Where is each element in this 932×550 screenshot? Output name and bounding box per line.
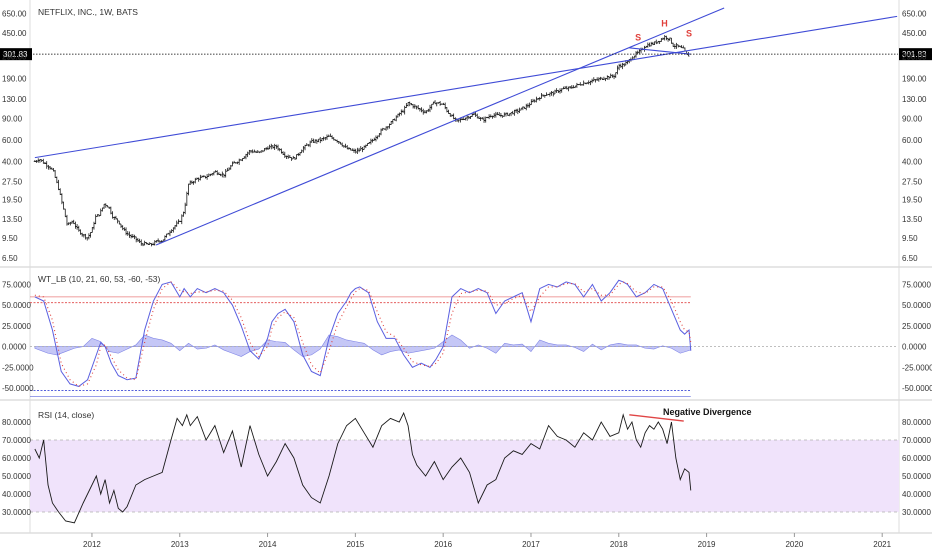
- price-y-tick-label-right: 290.00: [902, 52, 927, 61]
- pattern-label: S: [635, 33, 641, 43]
- wt-y-tick-label-left: 50.0000: [2, 301, 31, 310]
- current-price-tag-left: [0, 48, 32, 61]
- wt-y-tick-label-right: 75.0000: [902, 280, 931, 289]
- chart-title: NETFLIX, INC., 1W, BATS: [38, 7, 138, 17]
- price-y-tick-label-right: 40.00: [902, 157, 923, 166]
- axis-layer: 2012 2013 2014 2015 2016 2017 2018 2019 2020 2021…: [2, 9, 932, 549]
- price-y-tick-label-left: 6.50: [2, 254, 18, 263]
- price-y-tick-label-left: 450.00: [2, 29, 27, 38]
- current-price-label-right: 301.83: [902, 50, 927, 59]
- rsi-y-tick-label-left: 80.0000: [2, 418, 31, 427]
- price-y-tick-label-left: 27.50: [2, 177, 23, 186]
- rsi-y-tick-label-left: 40.0000: [2, 490, 31, 499]
- rsi-y-tick-label-right: 40.0000: [902, 490, 931, 499]
- price-y-tick-label-right: 90.00: [902, 114, 923, 123]
- rsi-line: [34, 411, 692, 524]
- wt-y-tick-label-left: -50.0000: [2, 384, 34, 393]
- price-y-tick-label-left: 290.00: [2, 52, 27, 61]
- x-tick-label: 2016: [434, 540, 452, 549]
- wt-y-tick-label-right: -25.0000: [902, 363, 932, 372]
- rsi-band: [30, 440, 899, 512]
- rsi-y-tick-label-right: 50.0000: [902, 472, 931, 481]
- price-y-tick-label-left: 60.00: [2, 136, 23, 145]
- price-y-tick-label-right: 190.00: [902, 75, 927, 84]
- wt-y-tick-label-right: 0.0000: [902, 343, 927, 352]
- x-tick-label: 2012: [83, 540, 101, 549]
- wt-y-tick-label-right: 25.0000: [902, 322, 931, 331]
- negative-divergence-line: [629, 414, 684, 422]
- price-y-tick-label-left: 9.50: [2, 234, 18, 243]
- wt1-line: [34, 279, 692, 387]
- grid-layer: [0, 0, 932, 534]
- wt-y-tick-label-right: -50.0000: [902, 384, 932, 393]
- price-y-tick-label-right: 13.50: [902, 215, 923, 224]
- trendline: [34, 15, 898, 159]
- wt-y-tick-label-left: 0.0000: [2, 343, 27, 352]
- x-tick-label: 2014: [259, 540, 277, 549]
- price-y-tick-label-left: 650.00: [2, 9, 27, 18]
- price-y-tick-label-left: 19.50: [2, 196, 23, 205]
- x-tick-label: 2021: [873, 540, 891, 549]
- rsi-panel: [30, 411, 899, 524]
- current-price-label-left: 301.83: [3, 50, 28, 59]
- price-y-tick-label-right: 19.50: [902, 196, 923, 205]
- rsi-y-tick-label-right: 30.0000: [902, 508, 931, 517]
- wt-lb-title: WT_LB (10, 21, 60, 53, -60, -53): [38, 274, 161, 284]
- wt-y-tick-label-right: 50.0000: [902, 301, 931, 310]
- rsi-y-tick-label-right: 80.0000: [902, 418, 931, 427]
- pattern-label: S: [686, 29, 692, 39]
- pattern-label: H: [661, 18, 668, 28]
- price-y-tick-label-right: 650.00: [902, 9, 927, 18]
- rsi-y-tick-label-left: 70.0000: [2, 436, 31, 445]
- x-tick-label: 2017: [522, 540, 540, 549]
- x-tick-label: 2020: [785, 540, 803, 549]
- price-y-tick-label-left: 40.00: [2, 157, 23, 166]
- price-panel: 301.83 301.83 S H S: [0, 7, 932, 247]
- rsi-y-tick-label-right: 60.0000: [902, 454, 931, 463]
- price-y-tick-label-right: 6.50: [902, 254, 918, 263]
- rsi-y-tick-label-left: 50.0000: [2, 472, 31, 481]
- price-y-tick-label-right: 9.50: [902, 234, 918, 243]
- x-tick-label: 2013: [171, 540, 189, 549]
- rsi-y-tick-label-left: 30.0000: [2, 508, 31, 517]
- x-tick-label: 2018: [610, 540, 628, 549]
- price-y-tick-label-left: 130.00: [2, 95, 27, 104]
- wt-y-tick-label-left: 75.0000: [2, 280, 31, 289]
- price-y-tick-label-left: 13.50: [2, 215, 23, 224]
- price-y-tick-label-right: 450.00: [902, 29, 927, 38]
- current-price-tag-right: [899, 48, 932, 61]
- price-y-tick-label-right: 60.00: [902, 136, 923, 145]
- rsi-title: RSI (14, close): [38, 410, 94, 420]
- negative-divergence-label: Negative Divergence: [663, 407, 752, 417]
- price-y-tick-label-right: 130.00: [902, 95, 927, 104]
- price-y-tick-label-left: 190.00: [2, 75, 27, 84]
- wt-y-tick-label-left: -25.0000: [2, 363, 34, 372]
- price-y-tick-label-left: 90.00: [2, 114, 23, 123]
- wt-lb-panel: [30, 279, 898, 397]
- rsi-y-tick-label-right: 70.0000: [902, 436, 931, 445]
- x-tick-label: 2019: [698, 540, 716, 549]
- rsi-y-tick-label-left: 60.0000: [2, 454, 31, 463]
- price-y-tick-label-right: 27.50: [902, 177, 923, 186]
- x-tick-label: 2015: [346, 540, 364, 549]
- trendline: [629, 47, 691, 55]
- wt-y-tick-label-left: 25.0000: [2, 322, 31, 331]
